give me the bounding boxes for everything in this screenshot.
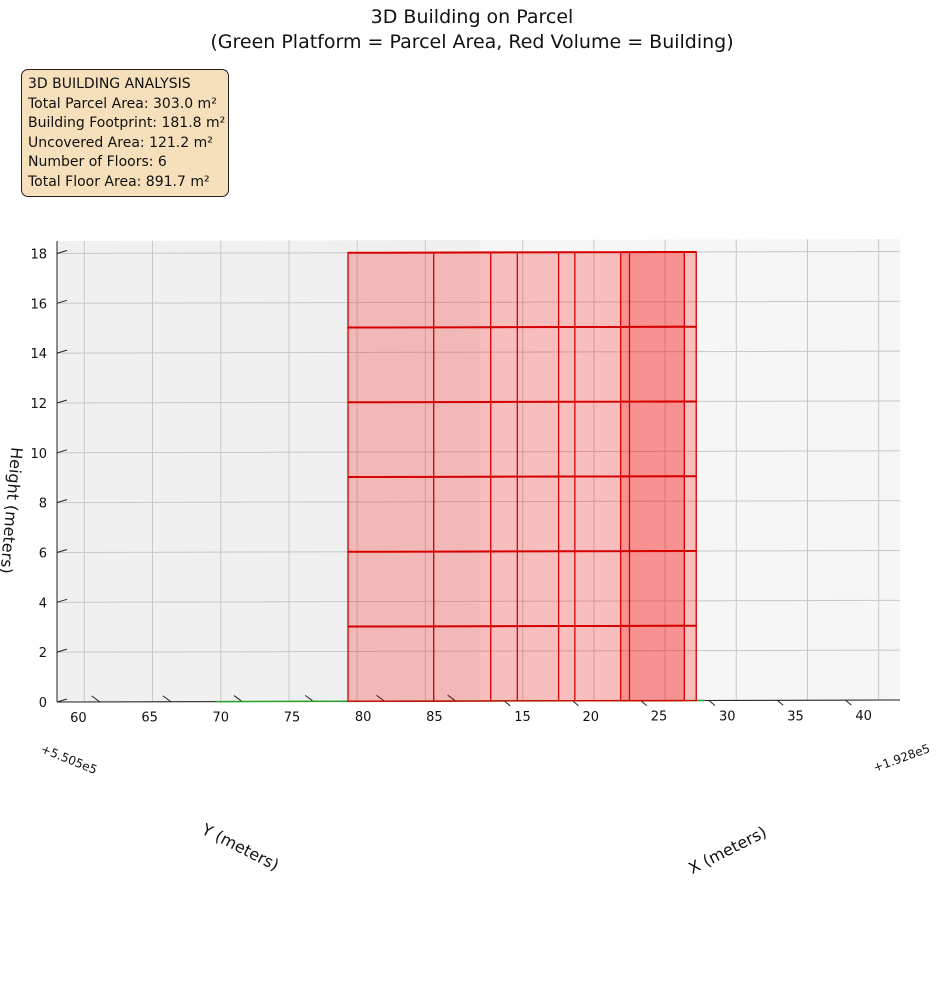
- building-wall-face: [557, 401, 631, 478]
- building-wall-face: [628, 475, 685, 552]
- chart-title-line-1: 3D Building on Parcel: [370, 6, 574, 28]
- z-tick-mark: [56, 449, 68, 454]
- z-tick-mark: [56, 598, 68, 603]
- building-wall-face: [628, 625, 685, 702]
- z-tick-mark: [56, 698, 68, 703]
- building-wall-face: [628, 326, 685, 403]
- z-axis-label: Height (meters): [0, 446, 26, 574]
- y-tick-label: 75: [284, 710, 301, 725]
- z-tick-label: 12: [30, 397, 47, 412]
- building-wall-face: [433, 550, 518, 627]
- back-pane-left: [57, 240, 480, 702]
- y-tick-mark: [233, 695, 243, 702]
- z-tick-label: 16: [30, 297, 47, 312]
- x-tick-label: 30: [719, 709, 736, 724]
- x-axis-offset: +1.928e5: [871, 741, 932, 774]
- x-tick-mark: [503, 700, 511, 707]
- x-tick-label: 25: [651, 710, 668, 725]
- x-tick-mark: [640, 700, 648, 706]
- z-tick-label: 2: [39, 646, 47, 661]
- building-wall-face: [516, 475, 560, 552]
- info-uncovered-area: Uncovered Area: 121.2 m²: [28, 134, 213, 151]
- building-floor-slab: [347, 250, 697, 254]
- z-tick-label: 18: [30, 247, 47, 262]
- building-wall-face: [433, 625, 518, 702]
- z-tick-mark: [56, 249, 68, 254]
- y-tick-mark: [447, 694, 456, 702]
- x-tick-mark: [776, 699, 784, 706]
- y-tick-mark: [304, 694, 314, 702]
- info-parcel-area: Total Parcel Area: 303.0 m²: [28, 95, 217, 112]
- building-wall-face: [516, 625, 560, 702]
- grid-line-z: [56, 450, 901, 454]
- info-building-footprint: Building Footprint: 181.8 m²: [28, 115, 226, 131]
- grid-line-z: [56, 649, 901, 653]
- z-tick-mark: [56, 549, 68, 553]
- grid-line-z: [56, 350, 901, 354]
- y-tick-label: 70: [213, 711, 230, 726]
- x-tick-mark: [708, 700, 716, 706]
- building-wall-face: [557, 475, 631, 552]
- y-tick-mark: [376, 694, 385, 702]
- z-tick-label: 0: [39, 696, 47, 711]
- x-tick-mark: [845, 699, 852, 706]
- z-tick-mark: [56, 648, 68, 653]
- y-axis-label: Y (meters): [198, 819, 282, 874]
- y-tick-label: 80: [355, 710, 372, 725]
- z-tick-mark: [56, 499, 68, 504]
- grid-line-z: [56, 500, 901, 504]
- x-axis-label: X (meters): [685, 822, 769, 878]
- x-tick-label: 20: [583, 710, 600, 725]
- z-tick-label: 6: [39, 546, 47, 561]
- z-tick-mark: [56, 399, 68, 404]
- chart-title-line-2: (Green Platform = Parcel Area, Red Volum…: [210, 31, 734, 53]
- building-wall-face: [433, 326, 518, 403]
- building-wall-face: [433, 476, 518, 553]
- building-wall-face: [557, 625, 631, 702]
- building-wall-face: [433, 401, 518, 478]
- x-tick-mark: [572, 700, 579, 707]
- z-tick-label: 8: [39, 497, 47, 512]
- info-total-floor-area: Total Floor Area: 891.7 m²: [28, 173, 210, 190]
- analysis-info-box: 3D BUILDING ANALYSIS Total Parcel Area: …: [21, 69, 229, 197]
- grid-line-z: [56, 599, 901, 603]
- building-wall-face: [433, 251, 518, 328]
- x-tick-label: 40: [855, 709, 872, 724]
- building-wall-face: [516, 251, 560, 328]
- y-tick-label: 85: [426, 710, 443, 725]
- building-wall-face: [557, 550, 631, 627]
- building-wall-face: [557, 326, 631, 403]
- z-tick-label: 10: [30, 447, 47, 462]
- y-tick-label: 60: [70, 711, 87, 726]
- back-pane-right: [480, 239, 900, 701]
- y-tick-mark: [91, 695, 101, 703]
- z-tick-mark: [56, 349, 68, 354]
- y-tick-mark: [162, 695, 172, 703]
- info-heading: 3D BUILDING ANALYSIS: [28, 76, 191, 92]
- building-wall-face: [628, 251, 685, 328]
- x-tick-label: 15: [514, 710, 531, 725]
- building-wall-face: [516, 401, 560, 478]
- building-wall-face: [516, 326, 560, 403]
- y-axis-offset: +5.505e5: [39, 742, 99, 777]
- z-tick-mark: [56, 299, 68, 304]
- grid-line-z: [56, 300, 901, 304]
- z-tick-label: 14: [30, 347, 47, 362]
- building-wall-face: [516, 550, 560, 627]
- building-wall-face: [628, 550, 685, 627]
- x-tick-label: 35: [787, 709, 804, 724]
- info-floor-count: Number of Floors: 6: [28, 154, 167, 170]
- y-tick-label: 65: [141, 711, 158, 726]
- building-wall-face: [628, 400, 685, 477]
- z-tick-label: 4: [39, 596, 47, 611]
- building-wall-face: [557, 251, 631, 328]
